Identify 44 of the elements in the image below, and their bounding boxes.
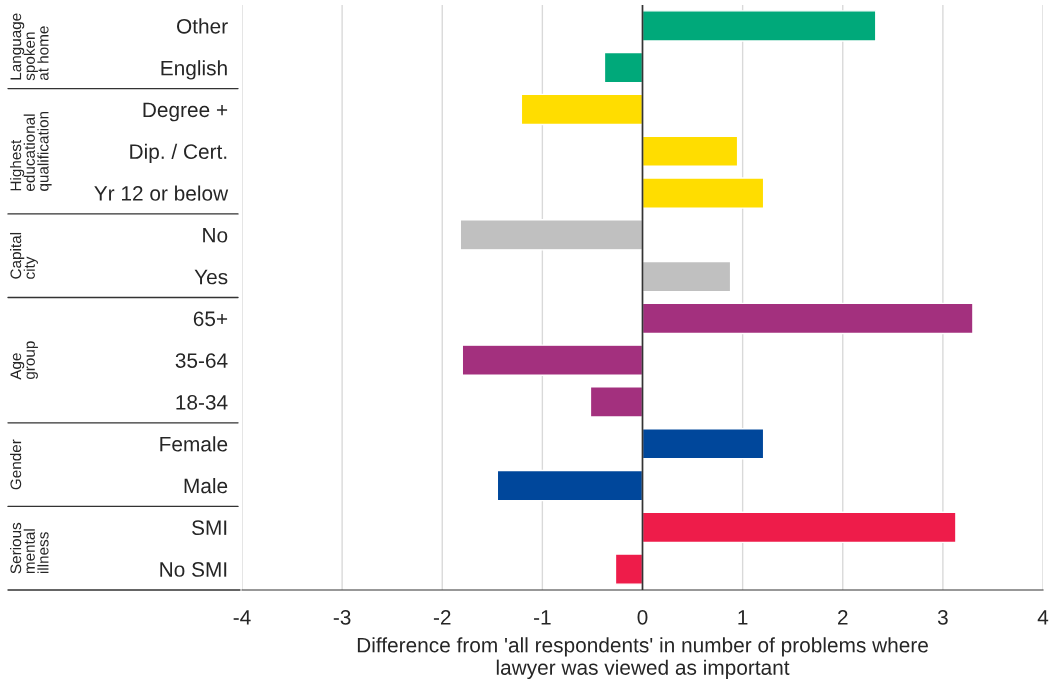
y-tick-label: 35-64: [175, 353, 228, 368]
x-tick-label: -3: [333, 609, 351, 625]
bar: [589, 386, 644, 418]
y-tick-label: Female: [160, 436, 228, 452]
x-tick-label: 0: [637, 609, 648, 625]
bar: [641, 177, 765, 209]
y-tick-label: No SMI: [160, 562, 227, 577]
bar: [459, 219, 644, 251]
x-tick-label: -4: [233, 610, 251, 625]
bar: [641, 428, 765, 460]
y-tick-label: Male: [184, 477, 228, 494]
bar: [641, 260, 732, 293]
text: Age group: [10, 341, 38, 380]
bar: [614, 553, 644, 585]
y-tick-label: Yes: [194, 269, 228, 285]
text: Highest educational qualification: [10, 111, 52, 191]
y-tick-label: 65+: [193, 311, 228, 327]
bar: [520, 93, 644, 126]
text: Gender: [10, 439, 22, 490]
bar: [496, 469, 644, 502]
text: Serious mental illness: [10, 522, 49, 574]
x-tick-label: 4: [1037, 610, 1049, 625]
y-tick-label: Yr 12 or below: [94, 185, 229, 201]
y-tick-label: No: [203, 228, 228, 243]
bar: [641, 302, 974, 335]
y-tick-label: Degree +: [143, 102, 228, 122]
text: Capital city: [10, 232, 38, 279]
x-tick-label: 3: [937, 609, 948, 625]
text: Language spoken at home: [10, 13, 49, 81]
x-tick-label: -2: [433, 609, 451, 625]
bar: [641, 10, 877, 42]
y-tick-label: English: [161, 60, 227, 80]
y-tick-label: SMI: [192, 520, 227, 536]
x-tick-label: 1: [738, 610, 748, 625]
x-axis-title: Difference from 'all respondents' in number of problems where lawyer was viewed as important: [357, 637, 928, 680]
bar: [641, 511, 957, 544]
y-tick-label: Other: [177, 18, 228, 34]
y-tick-label: 18-34: [176, 394, 228, 410]
bar: [641, 135, 739, 167]
x-tick-label: 2: [838, 609, 848, 625]
bar: [461, 344, 644, 376]
x-tick-label: -1: [534, 610, 551, 625]
bar: [603, 51, 644, 84]
y-tick-label: Dip. / Cert.: [130, 143, 227, 164]
